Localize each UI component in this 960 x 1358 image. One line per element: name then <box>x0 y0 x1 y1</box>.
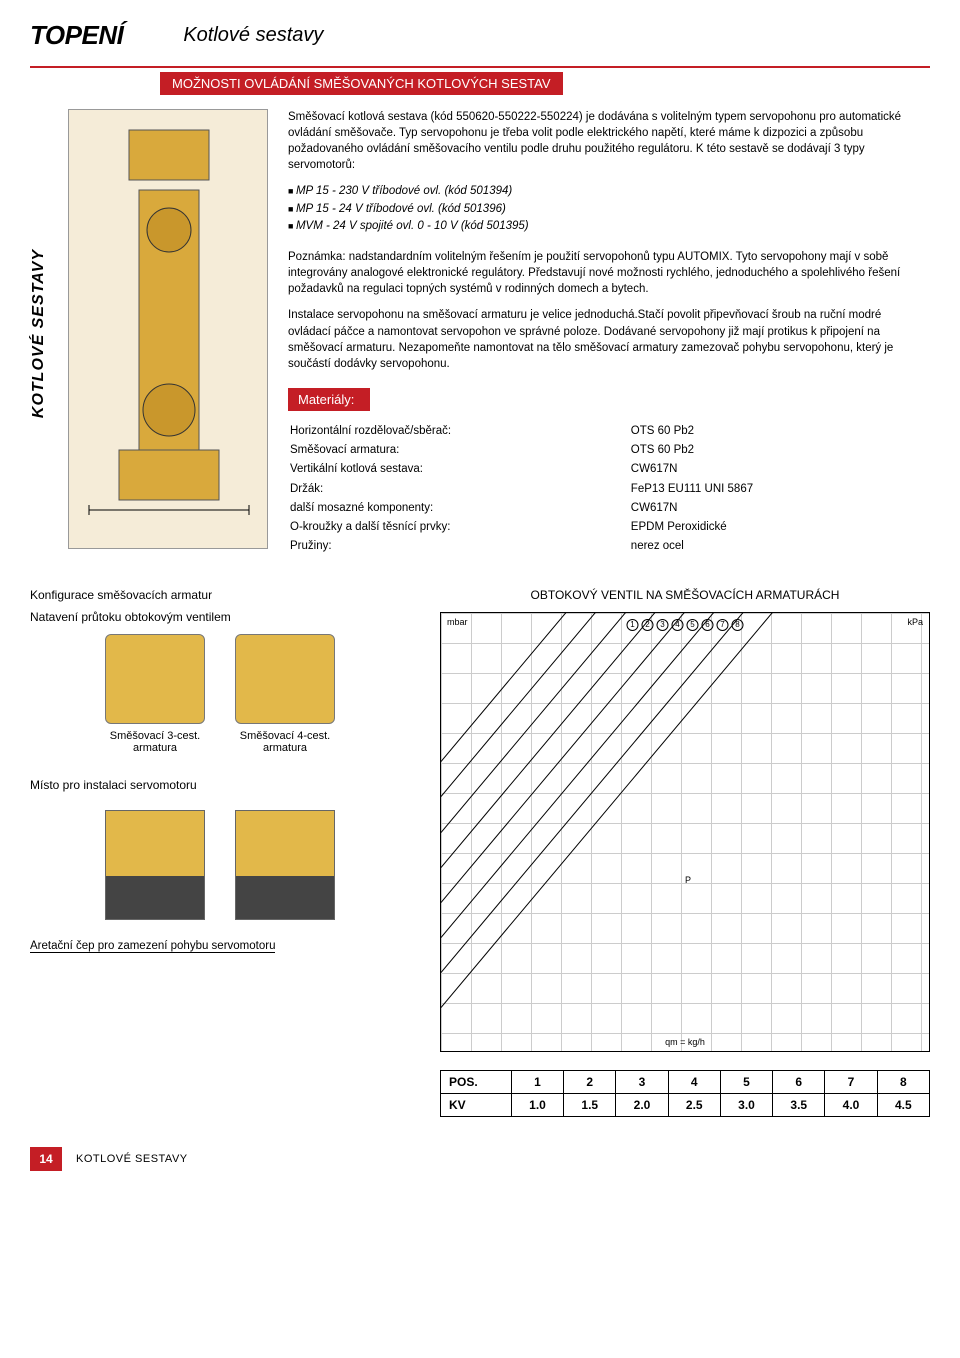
material-label: Horizontální rozdělovač/sběrač: <box>290 423 629 440</box>
technical-diagram <box>68 109 268 558</box>
curve-label-circle: 1 <box>627 619 639 631</box>
config-subtitle: Natavení průtoku obtokovým ventilem <box>30 610 410 624</box>
chart-y-left-unit: mbar <box>447 617 468 627</box>
side-tab: KOTLOVÉ SESTAVY <box>30 249 48 418</box>
table-row: O-kroužky a další těsnící prvky:EPDM Per… <box>290 519 908 536</box>
table-row: Směšovací armatura:OTS 60 Pb2 <box>290 442 908 459</box>
kv-pos-cell: 4 <box>668 1070 720 1093</box>
config-column: Konfigurace směšovacích armatur Natavení… <box>30 588 410 1117</box>
servo-install-label: Místo pro instalaci servomotoru <box>30 778 410 792</box>
kv-value-cell: 4.5 <box>877 1093 929 1116</box>
intro-paragraph: Směšovací kotlová sestava (kód 550620-55… <box>288 109 910 173</box>
curve-label-circle: 7 <box>717 619 729 631</box>
material-value: FeP13 EU111 UNI 5867 <box>631 481 908 498</box>
chart-curve <box>441 612 930 1008</box>
kv-pos-cell: 5 <box>720 1070 772 1093</box>
kv-value-cell: 3.5 <box>773 1093 825 1116</box>
kv-pos-cell: 7 <box>825 1070 877 1093</box>
table-row: Horizontální rozdělovač/sběrač:OTS 60 Pb… <box>290 423 908 440</box>
material-label: Držák: <box>290 481 629 498</box>
section-bar-label: MOŽNOSTI OVLÁDÁNÍ SMĚŠOVANÝCH KOTLOVÝCH … <box>160 72 563 95</box>
material-label: další mosazné komponenty: <box>290 500 629 517</box>
chart-curve <box>441 612 930 903</box>
label-4way: Směšovací 4-cest. armatura <box>235 730 335 754</box>
list-item: MP 15 - 230 V tříbodové ovl. (kód 501394… <box>288 183 910 200</box>
chart-curve <box>441 612 930 763</box>
chart-curve <box>441 612 930 868</box>
chart-title: OBTOKOVÝ VENTIL NA SMĚŠOVACÍCH ARMATURÁC… <box>440 588 930 602</box>
text-content: Směšovací kotlová sestava (kód 550620-55… <box>288 109 930 558</box>
table-row: Vertikální kotlová sestava:CW617N <box>290 461 908 478</box>
kv-table: POS.12345678 KV1.01.52.02.53.03.54.04.5 <box>440 1070 930 1117</box>
armature-3way-image <box>105 634 205 724</box>
header-rule <box>30 66 930 68</box>
aret-label-text: Aretační čep pro zamezení pohybu servomo… <box>30 940 275 953</box>
material-value: EPDM Peroxidické <box>631 519 908 536</box>
list-item: MP 15 - 24 V tříbodové ovl. (kód 501396) <box>288 201 910 218</box>
table-row: Pružiny:nerez ocel <box>290 538 908 555</box>
servo-image-left <box>105 810 205 920</box>
table-row: Držák:FeP13 EU111 UNI 5867 <box>290 481 908 498</box>
kv-pos-cell: 2 <box>564 1070 616 1093</box>
materials-table: Horizontální rozdělovač/sběrač:OTS 60 Pb… <box>288 421 910 558</box>
kv-pos-cell: 8 <box>877 1070 929 1093</box>
note-paragraph: Poznámka: nadstandardním volitelným řeše… <box>288 249 910 297</box>
servo-types-list: MP 15 - 230 V tříbodové ovl. (kód 501394… <box>288 183 910 235</box>
chart-curve <box>441 612 930 938</box>
config-title: Konfigurace směšovacích armatur <box>30 588 410 602</box>
config-subtitle-text: Natavení průtoku obtokovým ventilem <box>30 610 231 624</box>
kv-value-cell: 4.0 <box>825 1093 877 1116</box>
chart-column: OBTOKOVÝ VENTIL NA SMĚŠOVACÍCH ARMATURÁC… <box>440 588 930 1117</box>
material-value: OTS 60 Pb2 <box>631 442 908 459</box>
armature-4way-image <box>235 634 335 724</box>
page-header: TOPENÍ Kotlové sestavy <box>30 20 930 51</box>
assembly-drawing <box>68 109 268 549</box>
main-title: TOPENÍ <box>30 20 123 51</box>
label-3way: Směšovací 3-cest. armatura <box>105 730 205 754</box>
material-label: Směšovací armatura: <box>290 442 629 459</box>
footer-text: KOTLOVÉ SESTAVY <box>76 1153 188 1165</box>
material-label: Pružiny: <box>290 538 629 555</box>
kv-pos-cell: 3 <box>616 1070 668 1093</box>
kv-value-cell: 1.0 <box>511 1093 563 1116</box>
list-item: MVM - 24 V spojité ovl. 0 - 10 V (kód 50… <box>288 218 910 235</box>
section-bar: MOŽNOSTI OVLÁDÁNÍ SMĚŠOVANÝCH KOTLOVÝCH … <box>160 72 930 95</box>
curve-label-circle: 5 <box>687 619 699 631</box>
material-label: O-kroužky a další těsnící prvky: <box>290 519 629 536</box>
kv-pos-cell: 1 <box>511 1070 563 1093</box>
material-value: OTS 60 Pb2 <box>631 423 908 440</box>
page-footer: 14 KOTLOVÉ SESTAVY <box>30 1147 930 1171</box>
table-row: další mosazné komponenty:CW617N <box>290 500 908 517</box>
chart-curve <box>441 612 930 798</box>
chart-x-unit: qm = kg/h <box>665 1037 705 1047</box>
bypass-valve-chart: mbar kPa qm = kg/h 12345678 P <box>440 612 930 1052</box>
servo-image-right <box>235 810 335 920</box>
page-number: 14 <box>30 1147 62 1171</box>
material-value: nerez ocel <box>631 538 908 555</box>
kv-value-cell: 1.5 <box>564 1093 616 1116</box>
material-value: CW617N <box>631 500 908 517</box>
sub-title: Kotlové sestavy <box>183 24 323 47</box>
chart-y-right-unit: kPa <box>907 617 923 627</box>
materials-header: Materiály: <box>288 388 370 411</box>
install-paragraph: Instalace servopohonu na směšovací armat… <box>288 307 910 371</box>
material-value: CW617N <box>631 461 908 478</box>
kv-value-cell: 2.0 <box>616 1093 668 1116</box>
kv-pos-header: POS. <box>441 1070 512 1093</box>
assembly-svg <box>69 110 269 550</box>
kv-value-cell: 3.0 <box>720 1093 772 1116</box>
chart-p-label: P <box>685 875 691 885</box>
kv-pos-cell: 6 <box>773 1070 825 1093</box>
aret-label: Aretační čep pro zamezení pohybu servomo… <box>30 940 410 952</box>
material-label: Vertikální kotlová sestava: <box>290 461 629 478</box>
kv-value-header: KV <box>441 1093 512 1116</box>
curve-label-circle: 3 <box>657 619 669 631</box>
kv-value-cell: 2.5 <box>668 1093 720 1116</box>
